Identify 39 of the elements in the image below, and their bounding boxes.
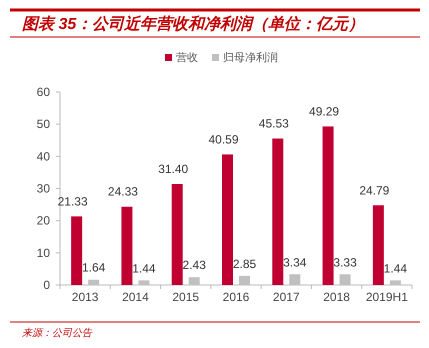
- y-tick-label: 40: [36, 149, 50, 164]
- y-tick-label: 20: [36, 214, 50, 228]
- data-label: 21.33: [58, 194, 88, 208]
- bar: [121, 206, 132, 285]
- x-tick-label: 2017: [272, 290, 300, 304]
- data-label: 45.53: [258, 116, 290, 131]
- y-tick-label: 0: [43, 278, 50, 292]
- chart-title: 图表 35：公司近年营收和净利润（单位：亿元）: [22, 15, 364, 33]
- data-label: 24.79: [359, 183, 390, 198]
- data-label: 1.44: [384, 261, 408, 276]
- data-label: 1.44: [132, 261, 156, 276]
- x-tick-label: 2016: [222, 290, 250, 304]
- x-tick-label: 2015: [172, 290, 200, 304]
- data-label: 3.33: [333, 255, 358, 270]
- bar: [272, 138, 284, 285]
- data-label: 3.34: [283, 255, 307, 270]
- bar: [372, 205, 384, 285]
- x-tick-label: 2014: [122, 290, 150, 304]
- data-label: 40.59: [208, 132, 239, 146]
- data-label: 24.33: [108, 184, 138, 199]
- data-label: 2.85: [232, 256, 256, 271]
- y-tick-label: 30: [36, 182, 50, 196]
- bar: [222, 154, 233, 285]
- x-tick-label: 2013: [72, 290, 99, 304]
- data-label: 1.64: [82, 260, 106, 275]
- y-tick-label: 10: [36, 246, 50, 260]
- x-tick-label: 2019H1: [366, 290, 408, 304]
- legend-label: 归母净利润: [223, 51, 278, 64]
- data-label: 49.29: [309, 104, 340, 118]
- y-tick-label: 50: [36, 117, 50, 132]
- y-tick-label: 60: [36, 85, 50, 99]
- bar: [71, 216, 82, 285]
- source-note: 来源：公司公告: [22, 327, 93, 339]
- data-label: 31.40: [158, 162, 189, 176]
- bar: [172, 184, 183, 285]
- bar: [322, 126, 334, 285]
- data-label: 2.43: [182, 258, 206, 272]
- legend-label: 营收: [176, 51, 198, 64]
- x-tick-label: 2018: [323, 290, 350, 304]
